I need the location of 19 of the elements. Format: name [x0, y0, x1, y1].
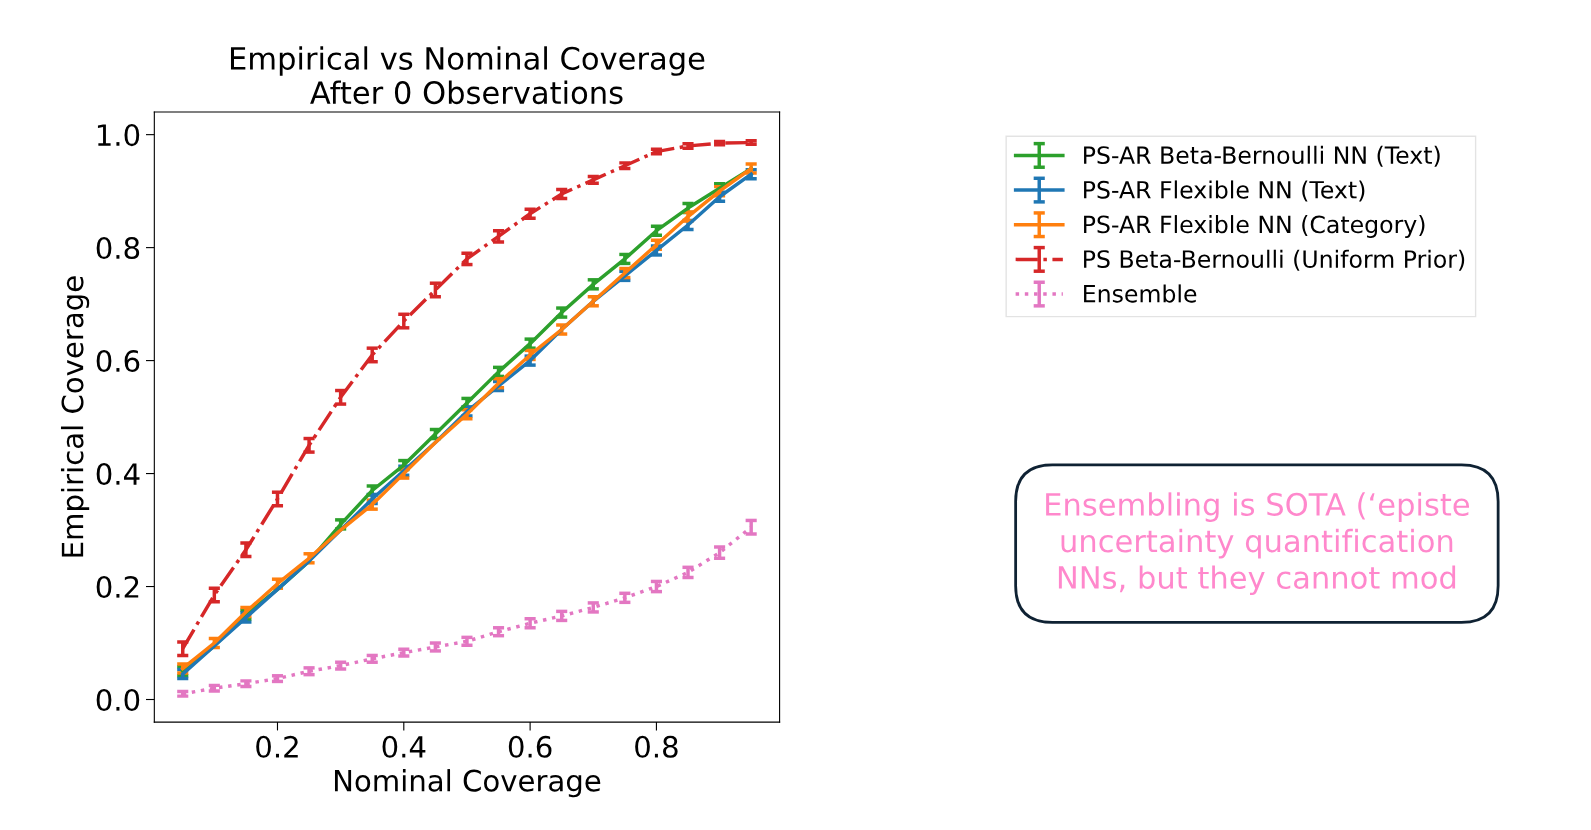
x-tick-label: 0.6	[508, 735, 552, 758]
x-tick-label: 0.8	[635, 735, 678, 758]
chart-title: Empirical vs Nominal Coverage After 0 Observations	[230, 46, 705, 105]
y-tick-label: 0.2	[96, 575, 139, 599]
legend-label: PS Beta-Bernoulli (Uniform Prior)	[1084, 249, 1465, 271]
x-axis-title: Nominal Coverage	[334, 769, 601, 798]
y-tick-label: 0.0	[96, 688, 140, 711]
y-tick-label: 0.6	[96, 350, 140, 373]
legend-label: PS-AR Flexible NN (Category)	[1084, 215, 1425, 238]
text: Ensembling is SOTA (‘episte uncertainty quantification NNs, but they cannot mod	[1046, 492, 1470, 595]
legend-label: PS-AR Beta-Bernoulli NN (Text)	[1084, 145, 1440, 167]
legend-label: PS-AR Flexible NN (Text)	[1084, 180, 1365, 202]
y-axis-title: Empirical Coverage	[60, 276, 90, 557]
y-tick-label: 1.0	[97, 124, 140, 147]
legend-label: Ensemble	[1084, 284, 1197, 303]
y-tick-label: 0.8	[96, 237, 140, 260]
y-tick-label: 0.4	[96, 463, 140, 486]
x-tick-label: 0.4	[382, 735, 426, 758]
x-tick-label: 0.2	[256, 735, 298, 758]
